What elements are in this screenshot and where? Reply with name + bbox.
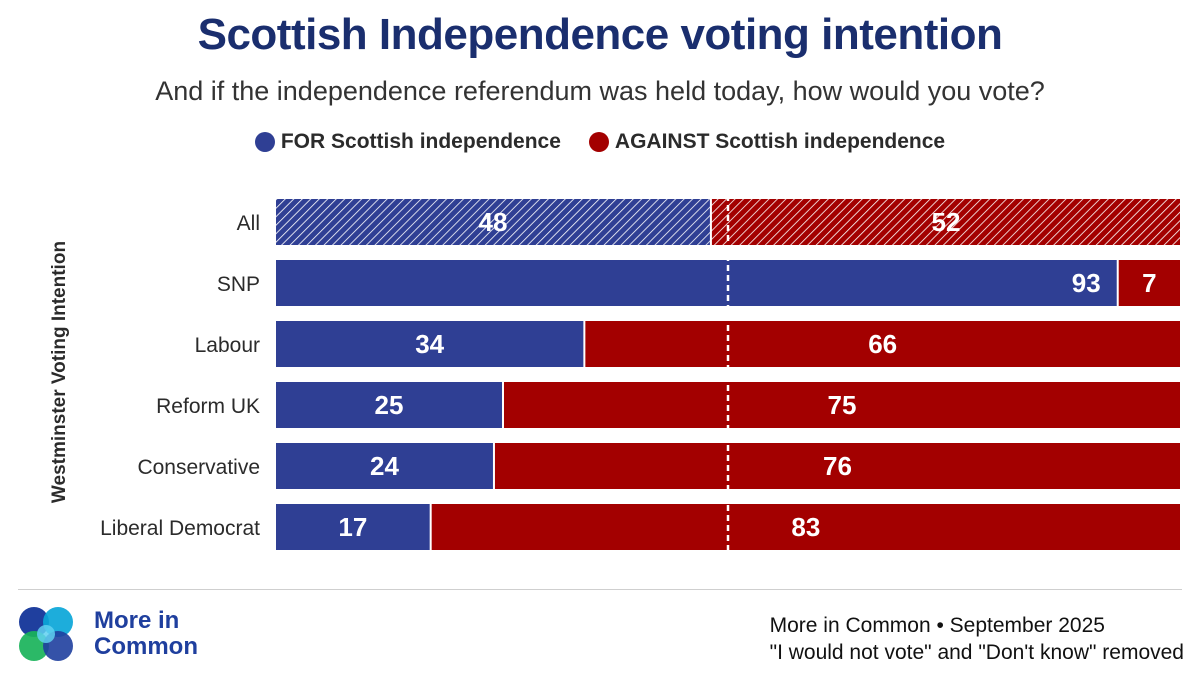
bar-for-snp (276, 260, 1117, 306)
footer-divider (18, 589, 1182, 590)
value-label-against-labour: 66 (868, 329, 897, 359)
value-label-against-conservative: 76 (823, 451, 852, 481)
bar-against-liberal-democrat (431, 504, 1180, 550)
category-label-conservative: Conservative (137, 456, 260, 479)
bar-for-reform-uk (276, 382, 502, 428)
chart-subtitle: And if the independence referendum was h… (155, 76, 1045, 106)
bar-against-snp (1118, 260, 1180, 306)
bar-for-labour (276, 321, 584, 367)
legend-item-for: FOR Scottish independence (254, 130, 561, 154)
category-label-all: All (237, 212, 260, 235)
more-in-common-logo: More in Common (16, 604, 224, 664)
legend-item-against: AGAINST Scottish independence (588, 130, 946, 154)
logo-line-1: More in (94, 607, 180, 634)
category-label-snp: SNP (217, 273, 260, 296)
value-label-against-snp: 7 (1142, 268, 1156, 298)
footer-note: "I would not vote" and "Don't know" remo… (769, 641, 1184, 664)
bar-for-all (276, 199, 710, 245)
value-label-for-labour: 34 (415, 329, 444, 359)
logo-text: More in Common (94, 608, 224, 660)
logo-mark-icon (19, 607, 73, 661)
footer: More in Common • September 2025 "I would… (770, 612, 1184, 666)
value-label-for-all: 48 (478, 207, 507, 237)
bar-against-all (711, 199, 1180, 245)
value-label-against-liberal-democrat: 83 (791, 512, 820, 542)
value-label-against-reform-uk: 75 (828, 390, 857, 420)
value-label-against-all: 52 (931, 207, 960, 237)
value-label-for-conservative: 24 (370, 451, 399, 481)
chart-title: Scottish Independence voting intention (197, 10, 1003, 59)
legend-dot-against-icon (588, 132, 609, 152)
bar-chart: All 48 52 SNP 93 7 Labour 34 66 Reform UK 25 75 Cons… (100, 199, 1181, 550)
bar-against-reform-uk (504, 382, 1180, 428)
category-label-liberal-democrat: Liberal Democrat (100, 517, 260, 540)
bar-against-conservative (494, 443, 1181, 489)
value-label-for-reform-uk: 25 (375, 390, 404, 420)
value-label-for-snp: 93 (1072, 268, 1101, 298)
legend-label-against: AGAINST Scottish independence (614, 130, 946, 153)
legend-label-for: FOR Scottish independence (280, 130, 561, 153)
bar-for-conservative (276, 443, 493, 489)
logo-line-2: Common (94, 633, 198, 660)
bar-against-labour (585, 321, 1180, 367)
legend: FOR Scottish independence AGAINST Scotti… (0, 130, 1200, 154)
footer-source: More in Common • September 2025 (769, 614, 1105, 637)
value-label-for-liberal-democrat: 17 (338, 512, 367, 542)
legend-dot-for-icon (254, 132, 275, 152)
bar-for-liberal-democrat (276, 504, 430, 550)
category-label-labour: Labour (195, 334, 260, 357)
category-label-reform-uk: Reform UK (156, 395, 260, 418)
